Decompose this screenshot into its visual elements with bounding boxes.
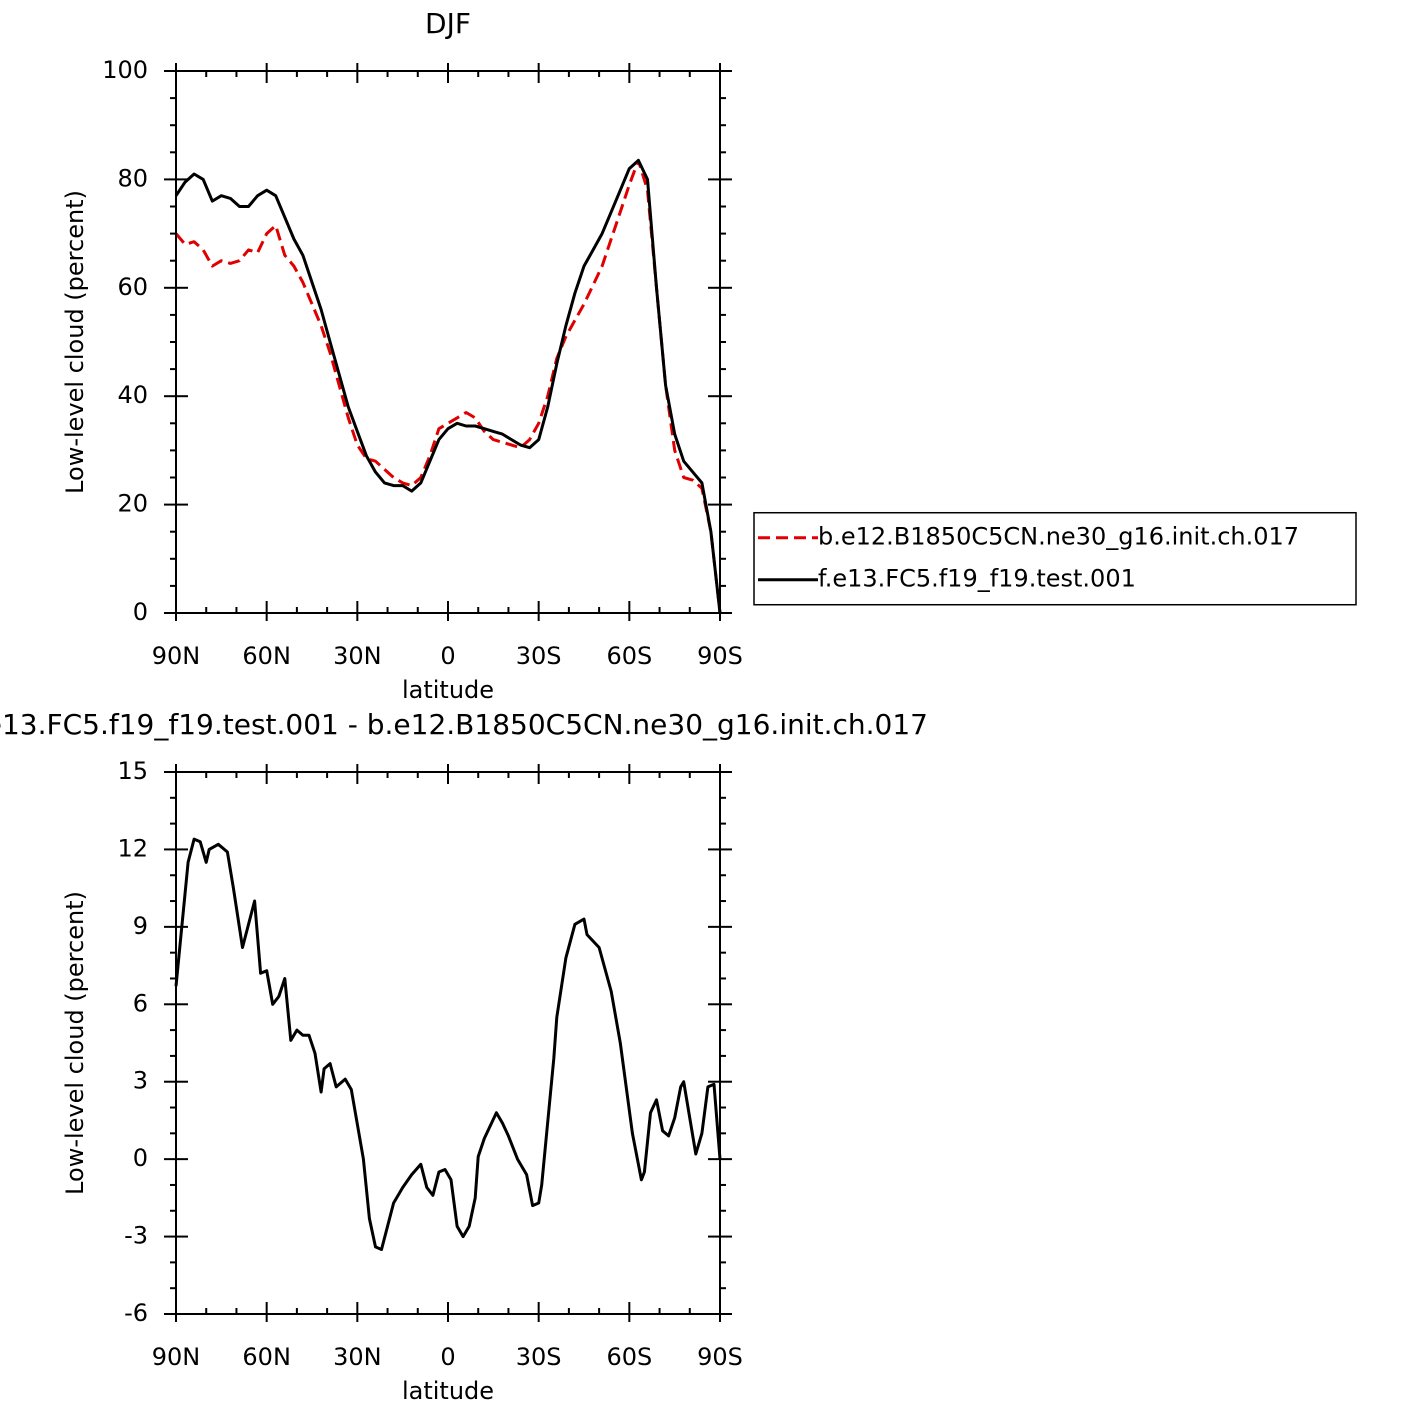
y-tick-label: 0	[133, 1144, 148, 1172]
y-tick-label: 60	[117, 273, 148, 301]
y-tick-label: 3	[133, 1067, 148, 1095]
y-tick-label: -3	[124, 1222, 148, 1250]
y-tick-label: -6	[124, 1299, 148, 1327]
data-line	[174, 837, 722, 1251]
x-tick-label: 60S	[606, 1343, 652, 1371]
legend-label: f.e13.FC5.f19_f19.test.001	[818, 565, 1136, 593]
x-tick-label: 60N	[242, 642, 291, 670]
y-tick-label: 9	[133, 912, 148, 940]
y-tick-label: 6	[133, 989, 148, 1017]
y-tick-label: 20	[117, 490, 148, 518]
y-tick-label: 80	[117, 164, 148, 192]
y-axis-label: Low-level cloud (percent)	[61, 891, 89, 1195]
x-tick-label: 90S	[697, 1343, 743, 1371]
y-tick-label: 40	[117, 381, 148, 409]
y-tick-label: 15	[117, 757, 148, 785]
x-axis-label: latitude	[402, 676, 494, 704]
legend-label: b.e12.B1850C5CN.ne30_g16.init.ch.017	[818, 523, 1299, 551]
x-tick-label: 0	[440, 1343, 455, 1371]
chart-title: f.e13.FC5.f19_f19.test.001 - b.e12.B1850…	[0, 708, 928, 741]
x-tick-label: 90N	[152, 642, 201, 670]
x-axis-label: latitude	[402, 1377, 494, 1405]
x-tick-label: 30S	[516, 642, 562, 670]
legend-box	[753, 511, 1357, 606]
x-tick-label: 30N	[333, 642, 382, 670]
y-tick-label: 100	[102, 56, 148, 84]
y-axis-label: Low-level cloud (percent)	[61, 190, 89, 494]
x-tick-label: 60S	[606, 642, 652, 670]
chart-title: DJF	[425, 7, 471, 40]
x-tick-label: 30S	[516, 1343, 562, 1371]
x-tick-label: 60N	[242, 1343, 291, 1371]
x-tick-label: 30N	[333, 1343, 382, 1371]
y-tick-label: 0	[133, 598, 148, 626]
y-tick-label: 12	[117, 834, 148, 862]
data-line	[174, 158, 722, 614]
plot-frame	[175, 70, 721, 614]
x-tick-label: 90S	[697, 642, 743, 670]
plot-frame	[175, 771, 721, 1315]
x-tick-label: 90N	[152, 1343, 201, 1371]
x-tick-label: 0	[440, 642, 455, 670]
data-line	[174, 158, 722, 614]
